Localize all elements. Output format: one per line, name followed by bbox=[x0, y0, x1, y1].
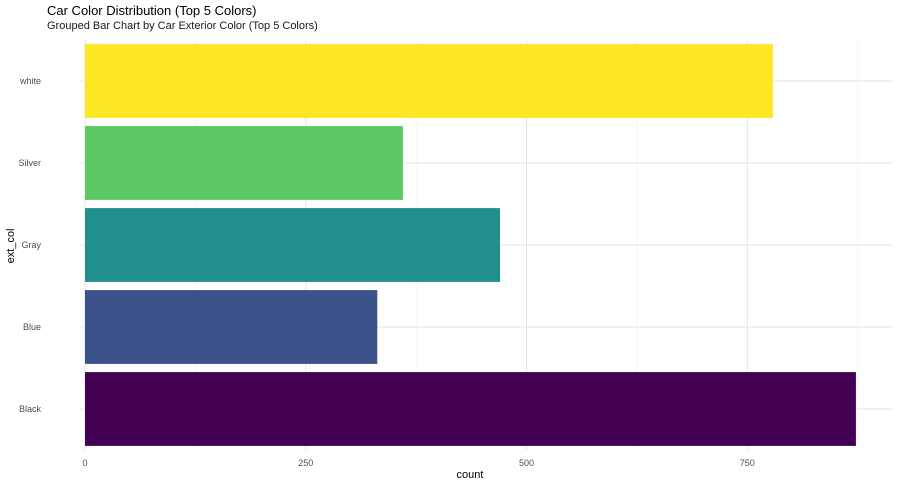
bars bbox=[85, 44, 856, 446]
x-tick-label: 250 bbox=[298, 458, 313, 468]
bar-white bbox=[85, 44, 773, 118]
y-tick-label: Gray bbox=[21, 240, 41, 250]
chart-title: Car Color Distribution (Top 5 Colors) bbox=[47, 3, 257, 18]
y-tick-label: Silver bbox=[18, 158, 41, 168]
y-tick-label: Black bbox=[19, 404, 42, 414]
x-tick-label: 0 bbox=[82, 458, 87, 468]
y-axis-tick-labels: Black Blue Gray Silver white bbox=[18, 76, 41, 414]
y-axis-title: ext_col bbox=[5, 229, 17, 264]
x-axis-title: count bbox=[457, 469, 484, 481]
x-tick-label: 500 bbox=[519, 458, 534, 468]
x-tick-label: 750 bbox=[740, 458, 755, 468]
bar-silver bbox=[85, 126, 403, 200]
bar-blue bbox=[85, 290, 378, 364]
bar-black bbox=[85, 372, 856, 446]
y-tick-label: Blue bbox=[23, 322, 41, 332]
y-tick-label: white bbox=[19, 76, 41, 86]
chart-subtitle: Grouped Bar Chart by Car Exterior Color … bbox=[47, 20, 318, 32]
x-axis-tick-labels: 0 250 500 750 bbox=[82, 458, 754, 468]
bar-gray bbox=[85, 208, 501, 282]
